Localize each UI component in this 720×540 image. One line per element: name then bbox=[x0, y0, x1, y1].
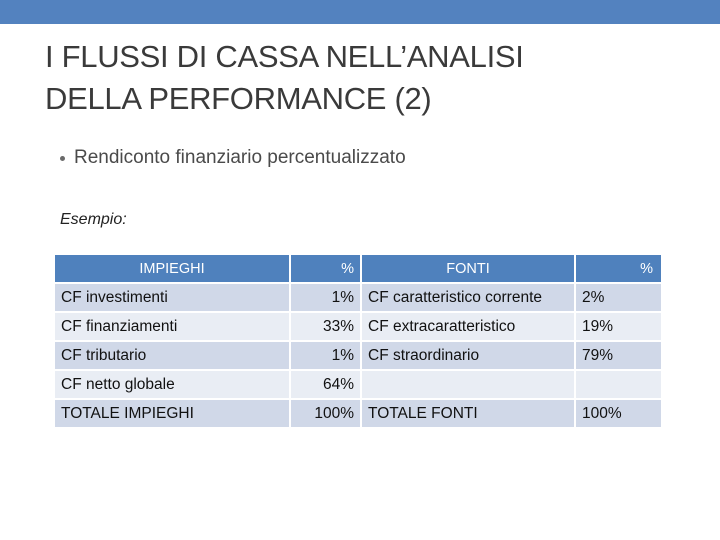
example-label: Esempio: bbox=[60, 211, 127, 228]
table-header-row: IMPIEGHI % FONTI % bbox=[55, 255, 661, 282]
bullet-dot-icon bbox=[60, 155, 65, 161]
header-percent-fonti: % bbox=[576, 255, 661, 282]
fonti-percent: 79% bbox=[576, 342, 661, 369]
impieghi-percent: 1% bbox=[291, 342, 360, 369]
fonti-label: CF extracaratteristico bbox=[362, 313, 574, 340]
impieghi-label: CF tributario bbox=[55, 342, 289, 369]
slide-title-line-2: DELLA PERFORMANCE (2) bbox=[45, 81, 432, 116]
impieghi-label: CF netto globale bbox=[55, 371, 289, 398]
header-percent-impieghi: % bbox=[291, 255, 360, 282]
header-impieghi: IMPIEGHI bbox=[55, 255, 289, 282]
impieghi-total-percent: 100% bbox=[291, 400, 360, 427]
fonti-total-percent: 100% bbox=[576, 400, 661, 427]
table-row: CF investimenti 1% CF caratteristico cor… bbox=[55, 284, 661, 311]
fonti-label bbox=[362, 371, 574, 398]
impieghi-label: CF investimenti bbox=[55, 284, 289, 311]
table-row: CF finanziamenti 33% CF extracaratterist… bbox=[55, 313, 661, 340]
impieghi-label: CF finanziamenti bbox=[55, 313, 289, 340]
slide-title: I FLUSSI DI CASSA NELL’ANALISI DELLA PER… bbox=[45, 36, 685, 120]
table-row: CF netto globale 64% bbox=[55, 371, 661, 398]
bullet-text: Rendiconto finanziario percentualizzato bbox=[74, 147, 406, 168]
impieghi-total-label: TOTALE IMPIEGHI bbox=[55, 400, 289, 427]
fonti-label: CF caratteristico corrente bbox=[362, 284, 574, 311]
top-accent-bar bbox=[0, 0, 720, 24]
impieghi-percent: 1% bbox=[291, 284, 360, 311]
fonti-percent: 19% bbox=[576, 313, 661, 340]
fonti-label: CF straordinario bbox=[362, 342, 574, 369]
fonti-percent bbox=[576, 371, 661, 398]
bullet-item: Rendiconto finanziario percentualizzato bbox=[60, 147, 406, 169]
cash-flow-table: IMPIEGHI % FONTI % CF investimenti 1% CF… bbox=[53, 253, 663, 429]
impieghi-percent: 33% bbox=[291, 313, 360, 340]
slide-title-line-1: I FLUSSI DI CASSA NELL’ANALISI bbox=[45, 39, 524, 74]
header-fonti: FONTI bbox=[362, 255, 574, 282]
table-row: TOTALE IMPIEGHI 100% TOTALE FONTI 100% bbox=[55, 400, 661, 427]
impieghi-percent: 64% bbox=[291, 371, 360, 398]
table-row: CF tributario 1% CF straordinario 79% bbox=[55, 342, 661, 369]
fonti-percent: 2% bbox=[576, 284, 661, 311]
fonti-total-label: TOTALE FONTI bbox=[362, 400, 574, 427]
